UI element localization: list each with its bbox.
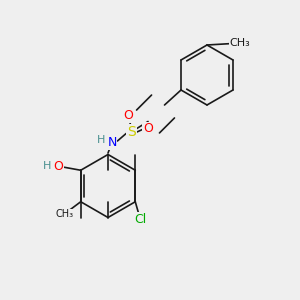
- Text: CH₃: CH₃: [55, 209, 73, 219]
- Text: Cl: Cl: [135, 213, 147, 226]
- Text: O: O: [143, 122, 153, 136]
- Text: CH₃: CH₃: [230, 38, 250, 49]
- Text: H: H: [97, 135, 106, 145]
- Text: H: H: [43, 161, 51, 171]
- Text: N: N: [107, 136, 117, 149]
- Text: O: O: [53, 160, 63, 173]
- Text: S: S: [127, 125, 136, 139]
- Text: O: O: [124, 109, 134, 122]
